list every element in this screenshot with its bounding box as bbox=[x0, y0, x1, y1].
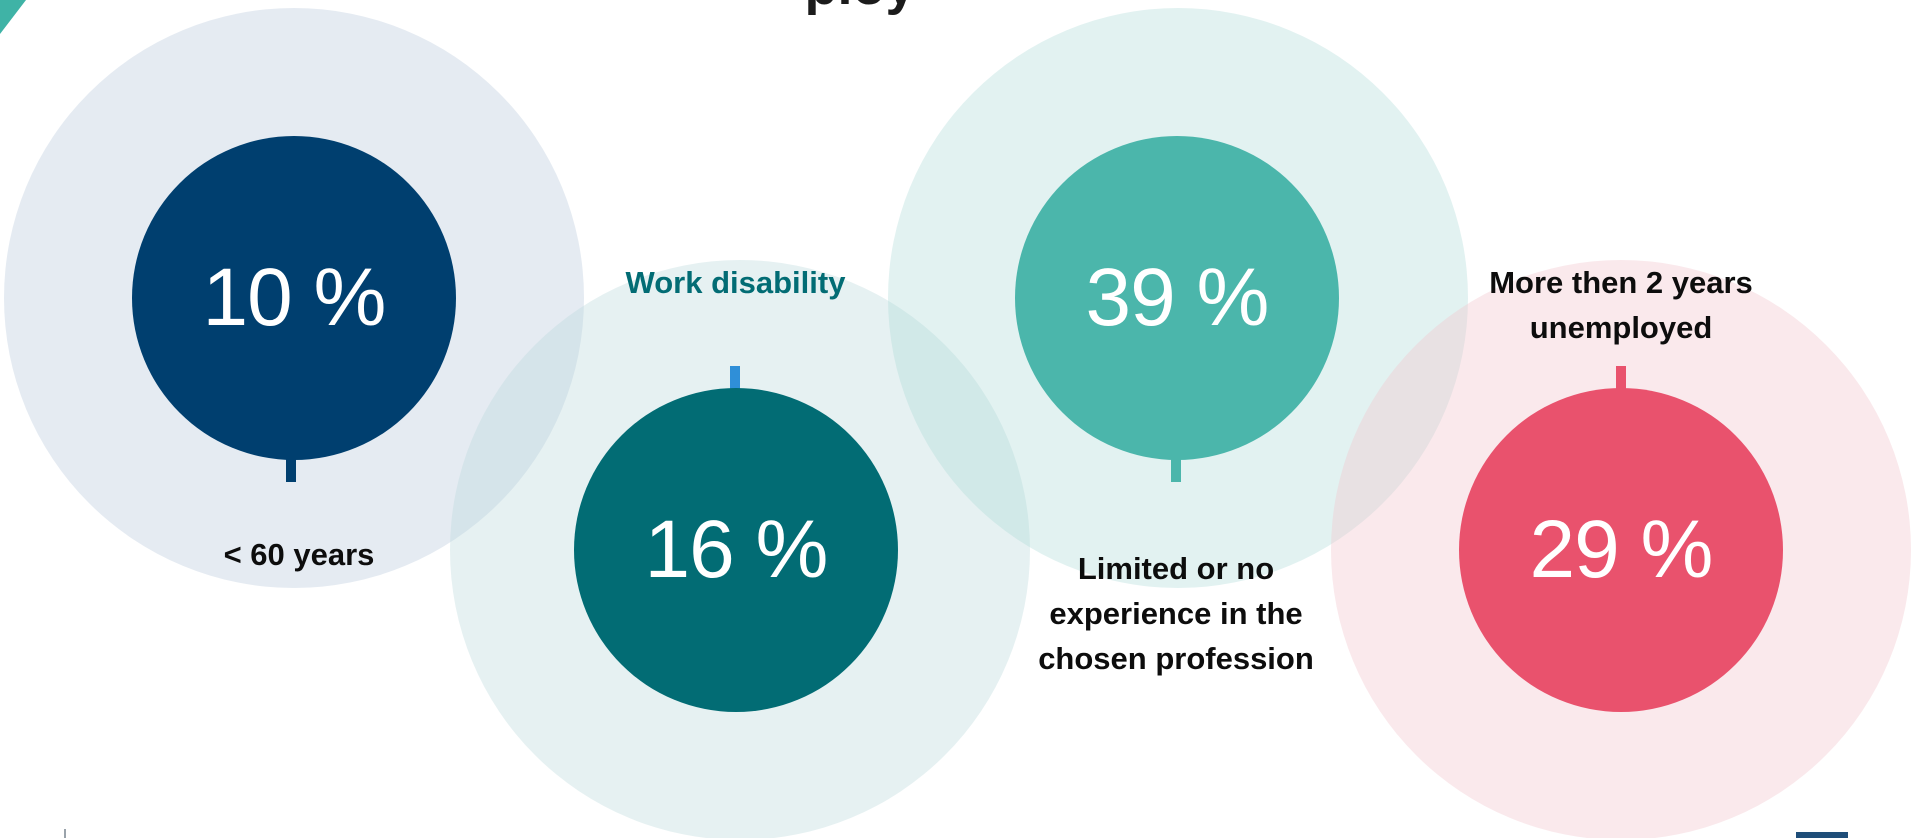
indicator-under-60-value: 10 % bbox=[202, 252, 387, 343]
slide-title: ploy bbox=[700, 0, 1020, 16]
indicator-under-60-stem bbox=[286, 458, 296, 482]
indicator-limited-experience-label-line: chosen profession bbox=[1038, 641, 1314, 676]
footer-mark-left bbox=[64, 829, 74, 838]
indicator-unemployed-label: More then 2 years unemployed bbox=[1466, 260, 1776, 350]
indicator-unemployed-label-line: unemployed bbox=[1529, 310, 1713, 345]
indicator-limited-experience-label-line: experience in the bbox=[1049, 596, 1303, 631]
corner-accent bbox=[0, 0, 26, 34]
indicator-limited-experience-value: 39 % bbox=[1085, 252, 1270, 343]
indicator-work-disability-stem bbox=[730, 366, 740, 390]
indicator-under-60-label-line: < 60 years bbox=[223, 537, 375, 572]
indicator-unemployed-stem bbox=[1616, 366, 1626, 390]
indicator-work-disability-label-line: Work disability bbox=[625, 265, 846, 300]
indicator-work-disability-label: Work disability bbox=[598, 260, 873, 305]
indicator-limited-experience-disc: 39 % bbox=[1015, 136, 1339, 460]
indicator-under-60-disc: 10 % bbox=[132, 136, 456, 460]
footer-mark-right bbox=[1796, 832, 1848, 838]
indicator-work-disability-disc: 16 % bbox=[574, 388, 898, 712]
indicator-work-disability-value: 16 % bbox=[644, 504, 829, 595]
indicator-under-60-label: < 60 years bbox=[194, 532, 404, 577]
indicator-limited-experience-label: Limited or no experience in the chosen p… bbox=[1026, 546, 1326, 681]
indicator-unemployed-value: 29 % bbox=[1529, 504, 1714, 595]
indicator-limited-experience-stem bbox=[1171, 458, 1181, 482]
indicator-limited-experience-label-line: Limited or no bbox=[1077, 551, 1275, 586]
indicator-unemployed-disc: 29 % bbox=[1459, 388, 1783, 712]
indicator-unemployed-label-line: More then 2 years bbox=[1489, 265, 1753, 300]
